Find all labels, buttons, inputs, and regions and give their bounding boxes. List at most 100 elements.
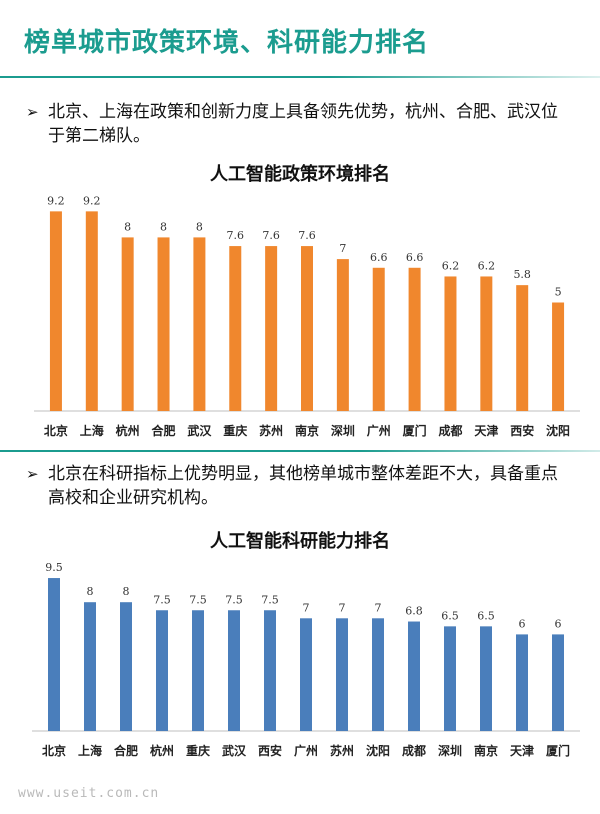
watermark: www.useit.com.cn (18, 786, 160, 801)
x-tick-label: 杭州 (150, 743, 174, 758)
x-tick-label: 西安 (258, 743, 282, 758)
x-tick-label: 武汉 (222, 743, 247, 758)
data-label: 9.2 (47, 194, 65, 207)
x-tick-label: 北京 (42, 743, 66, 758)
bar (301, 246, 313, 411)
bar (156, 610, 168, 731)
bullet-research: ➢ 北京在科研指标上优势明显，其他榜单城市整体差距不大，具备重点高校和企业研究机… (26, 462, 574, 510)
data-label: 8 (196, 220, 203, 233)
bar (229, 246, 242, 411)
bar (300, 618, 312, 731)
x-tick-label: 厦门 (403, 423, 427, 438)
data-label: 6 (555, 617, 562, 630)
data-label: 9.5 (45, 561, 63, 574)
x-tick-label: 深圳 (331, 423, 355, 438)
bar (408, 267, 421, 411)
bar (552, 302, 565, 411)
bar (408, 621, 420, 731)
data-label: 7.5 (189, 593, 207, 606)
data-label: 5 (555, 286, 562, 299)
section-divider (0, 450, 600, 452)
x-tick-label: 深圳 (438, 743, 462, 758)
bar (265, 246, 278, 411)
data-label: 6.8 (405, 605, 423, 618)
bullet-arrow-icon: ➢ (26, 465, 39, 483)
x-tick-label: 武汉 (187, 423, 212, 438)
research-bar-chart: 9.5 北京 8 上海 8 合肥 7.5 杭州 7.5 重庆 7.5 武汉 7.5 西安 7 广州 7 苏州 7 沈阳… (32, 561, 580, 758)
bar (121, 237, 134, 411)
bar (48, 578, 60, 731)
x-tick-label: 杭州 (116, 423, 140, 438)
x-tick-label: 沈阳 (546, 423, 570, 438)
data-label: 7 (339, 242, 346, 255)
data-label: 7.6 (262, 229, 280, 242)
bar (84, 602, 96, 731)
page-title: 榜单城市政策环境、科研能力排名 (24, 28, 430, 58)
x-tick-label: 南京 (474, 743, 498, 758)
x-tick-label: 北京 (44, 423, 68, 438)
x-tick-label: 天津 (510, 743, 534, 758)
x-tick-label: 成都 (438, 423, 462, 438)
policy-bar-chart: 9.2 北京 9.2 上海 8 杭州 8 合肥 8 武汉 7.6 重庆 7.6 苏州 7.6 南京 7 深圳 6.6… (34, 194, 580, 438)
page-header: 榜单城市政策环境、科研能力排名 (0, 0, 600, 78)
x-tick-label: 重庆 (223, 423, 247, 438)
x-tick-label: 广州 (294, 743, 318, 758)
data-label: 6.5 (441, 609, 459, 622)
bullet-arrow-icon: ➢ (26, 103, 39, 121)
x-tick-label: 沈阳 (366, 743, 390, 758)
bar (516, 634, 528, 731)
bar (444, 276, 457, 411)
data-label: 6 (519, 617, 526, 630)
bar (336, 259, 349, 411)
data-label: 7 (375, 601, 382, 614)
bar (480, 276, 493, 411)
data-label: 6.6 (370, 251, 388, 264)
bar (480, 626, 492, 731)
bar (157, 237, 170, 411)
data-label: 9.2 (83, 194, 101, 207)
bar (552, 634, 564, 731)
data-label: 7.6 (298, 229, 316, 242)
bar (444, 626, 456, 731)
x-tick-label: 天津 (474, 423, 498, 438)
x-tick-label: 上海 (78, 743, 102, 758)
x-tick-label: 重庆 (186, 743, 210, 758)
x-tick-label: 苏州 (330, 743, 354, 758)
bar (120, 602, 132, 731)
header-rule (0, 76, 600, 78)
data-label: 5.8 (513, 268, 531, 281)
x-tick-label: 上海 (80, 423, 104, 438)
bullet-policy: ➢ 北京、上海在政策和创新力度上具备领先优势，杭州、合肥、武汉位于第二梯队。 (26, 100, 574, 148)
x-tick-label: 厦门 (546, 743, 570, 758)
chart-title-policy: 人工智能政策环境排名 (210, 164, 390, 185)
bar (372, 267, 385, 411)
data-label: 6.5 (477, 609, 495, 622)
data-label: 8 (160, 220, 167, 233)
bar (228, 610, 240, 731)
x-tick-label: 广州 (367, 423, 391, 438)
bar (516, 285, 529, 411)
data-label: 7 (303, 601, 310, 614)
x-tick-label: 成都 (402, 743, 426, 758)
bar (264, 610, 276, 731)
data-label: 6.2 (478, 259, 496, 272)
bar (336, 618, 348, 731)
bullet-policy-text: 北京、上海在政策和创新力度上具备领先优势，杭州、合肥、武汉位于第二梯队。 (48, 102, 558, 146)
data-label: 7.5 (261, 593, 279, 606)
x-tick-label: 西安 (510, 423, 534, 438)
chart-title-research: 人工智能科研能力排名 (210, 531, 390, 552)
bar (192, 610, 204, 731)
bar (193, 237, 206, 411)
data-label: 6.2 (442, 259, 460, 272)
bar (85, 211, 98, 411)
data-label: 8 (87, 585, 94, 598)
bar (372, 618, 384, 731)
data-label: 7 (339, 601, 346, 614)
bar (49, 211, 62, 411)
x-tick-label: 南京 (295, 423, 319, 438)
x-tick-label: 合肥 (114, 743, 138, 758)
bullet-research-text: 北京在科研指标上优势明显，其他榜单城市整体差距不大，具备重点高校和企业研究机构。 (48, 464, 558, 508)
data-label: 6.6 (406, 251, 424, 264)
x-tick-label: 合肥 (152, 423, 176, 438)
x-tick-label: 苏州 (259, 423, 283, 438)
